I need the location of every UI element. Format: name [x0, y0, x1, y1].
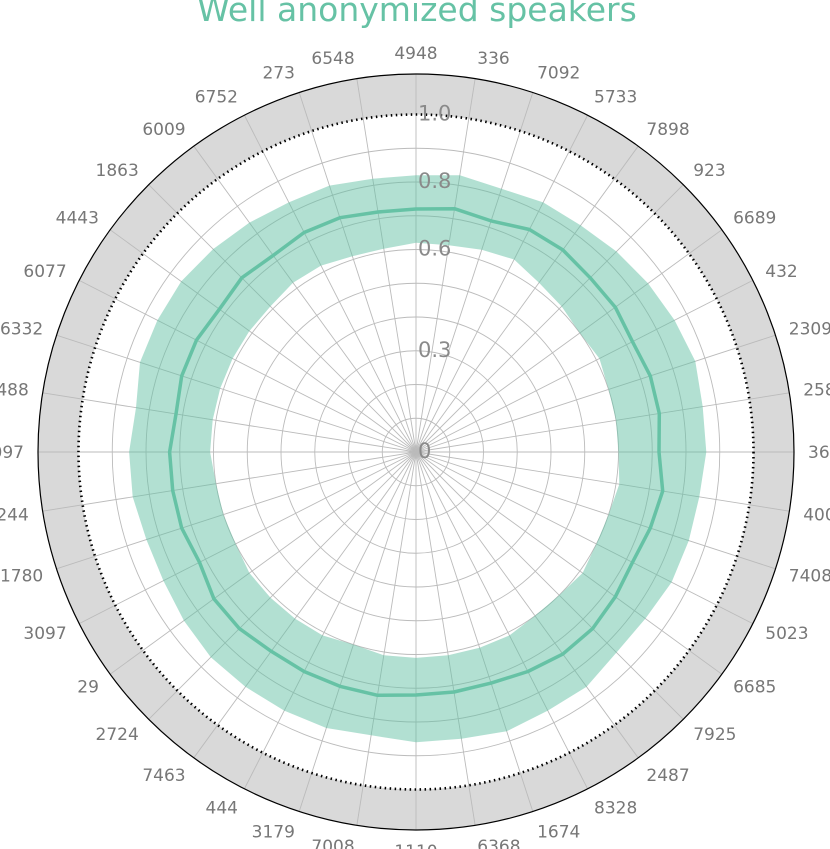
category-label: 1674	[537, 823, 580, 843]
category-label: 7898	[646, 120, 689, 140]
spoke	[415, 451, 723, 675]
category-label: 7008	[311, 837, 354, 849]
category-label: 6009	[142, 120, 185, 140]
radial-tick-label: 0.3	[418, 338, 451, 362]
category-label: 336	[477, 49, 509, 69]
category-label: 366	[808, 443, 830, 463]
category-label: 923	[693, 161, 725, 181]
spoke	[415, 78, 476, 453]
category-label: 6685	[733, 678, 776, 698]
spoke	[42, 392, 417, 453]
spoke	[56, 334, 417, 453]
chart-title: Well anonymized speakers	[197, 0, 637, 29]
category-label: 2488	[0, 381, 29, 401]
category-label: 1780	[0, 566, 43, 586]
spoke	[415, 279, 754, 453]
category-label: 3179	[252, 823, 295, 843]
reference-circle	[77, 113, 755, 791]
spoke	[415, 451, 776, 570]
category-label: 1110	[394, 842, 437, 849]
category-label: 6689	[733, 209, 776, 229]
outer-border	[37, 73, 795, 831]
category-label: 2487	[646, 766, 689, 786]
category-label: 5023	[765, 624, 808, 644]
spoke	[109, 451, 417, 675]
spoke	[148, 184, 417, 453]
category-label: 4443	[56, 209, 99, 229]
spoke	[415, 451, 639, 759]
spoke	[42, 451, 417, 512]
radial-tick-label: 0.6	[418, 237, 451, 261]
confidence-band	[129, 175, 707, 743]
spoke	[415, 92, 534, 453]
spoke	[415, 392, 790, 453]
spoke	[356, 78, 417, 453]
category-label: 6752	[195, 88, 238, 108]
category-label: 7463	[142, 766, 185, 786]
category-label: 6332	[0, 320, 43, 340]
category-label: 3097	[23, 624, 66, 644]
category-label: 7925	[693, 725, 736, 745]
category-label: 6368	[477, 837, 520, 849]
spoke	[415, 451, 476, 826]
category-label: 2724	[96, 725, 139, 745]
category-label: 2587	[803, 381, 830, 401]
category-label: 5244	[0, 505, 29, 525]
radial-tick-label: 1.0	[418, 102, 451, 126]
spoke	[415, 451, 684, 720]
spoke	[356, 451, 417, 826]
spoke	[148, 451, 417, 720]
category-label: 8328	[594, 799, 637, 819]
category-label: 273	[262, 64, 294, 84]
spoke	[78, 279, 417, 453]
spoke	[415, 451, 754, 625]
spoke	[415, 451, 534, 812]
spoke	[243, 451, 417, 790]
spoke	[109, 229, 417, 453]
spoke	[415, 145, 639, 453]
spoke	[415, 114, 589, 453]
category-label: 432	[765, 262, 797, 282]
spoke	[243, 114, 417, 453]
spoke	[415, 229, 723, 453]
category-label: 1863	[96, 161, 139, 181]
spoke	[415, 184, 684, 453]
radial-tick-label: 0	[418, 439, 431, 463]
category-label: 5733	[594, 88, 637, 108]
category-label: 4948	[394, 44, 437, 64]
spoke	[415, 334, 776, 453]
category-label: 7092	[537, 64, 580, 84]
category-label: 6097	[0, 443, 24, 463]
category-label: 6077	[23, 262, 66, 282]
spoke	[298, 451, 417, 812]
radial-tick-label: 0.8	[418, 169, 451, 193]
category-label: 444	[206, 799, 238, 819]
spoke	[193, 451, 417, 759]
category-label: 4009	[803, 505, 830, 525]
spoke	[298, 92, 417, 453]
category-label: 2309	[789, 320, 830, 340]
spoke	[415, 451, 589, 790]
category-label: 29	[77, 678, 99, 698]
spoke	[193, 145, 417, 453]
category-label: 6548	[311, 49, 354, 69]
mean-line	[167, 206, 665, 698]
spoke	[78, 451, 417, 625]
spoke	[56, 451, 417, 570]
category-label: 7408	[789, 566, 830, 586]
spoke	[415, 451, 790, 512]
